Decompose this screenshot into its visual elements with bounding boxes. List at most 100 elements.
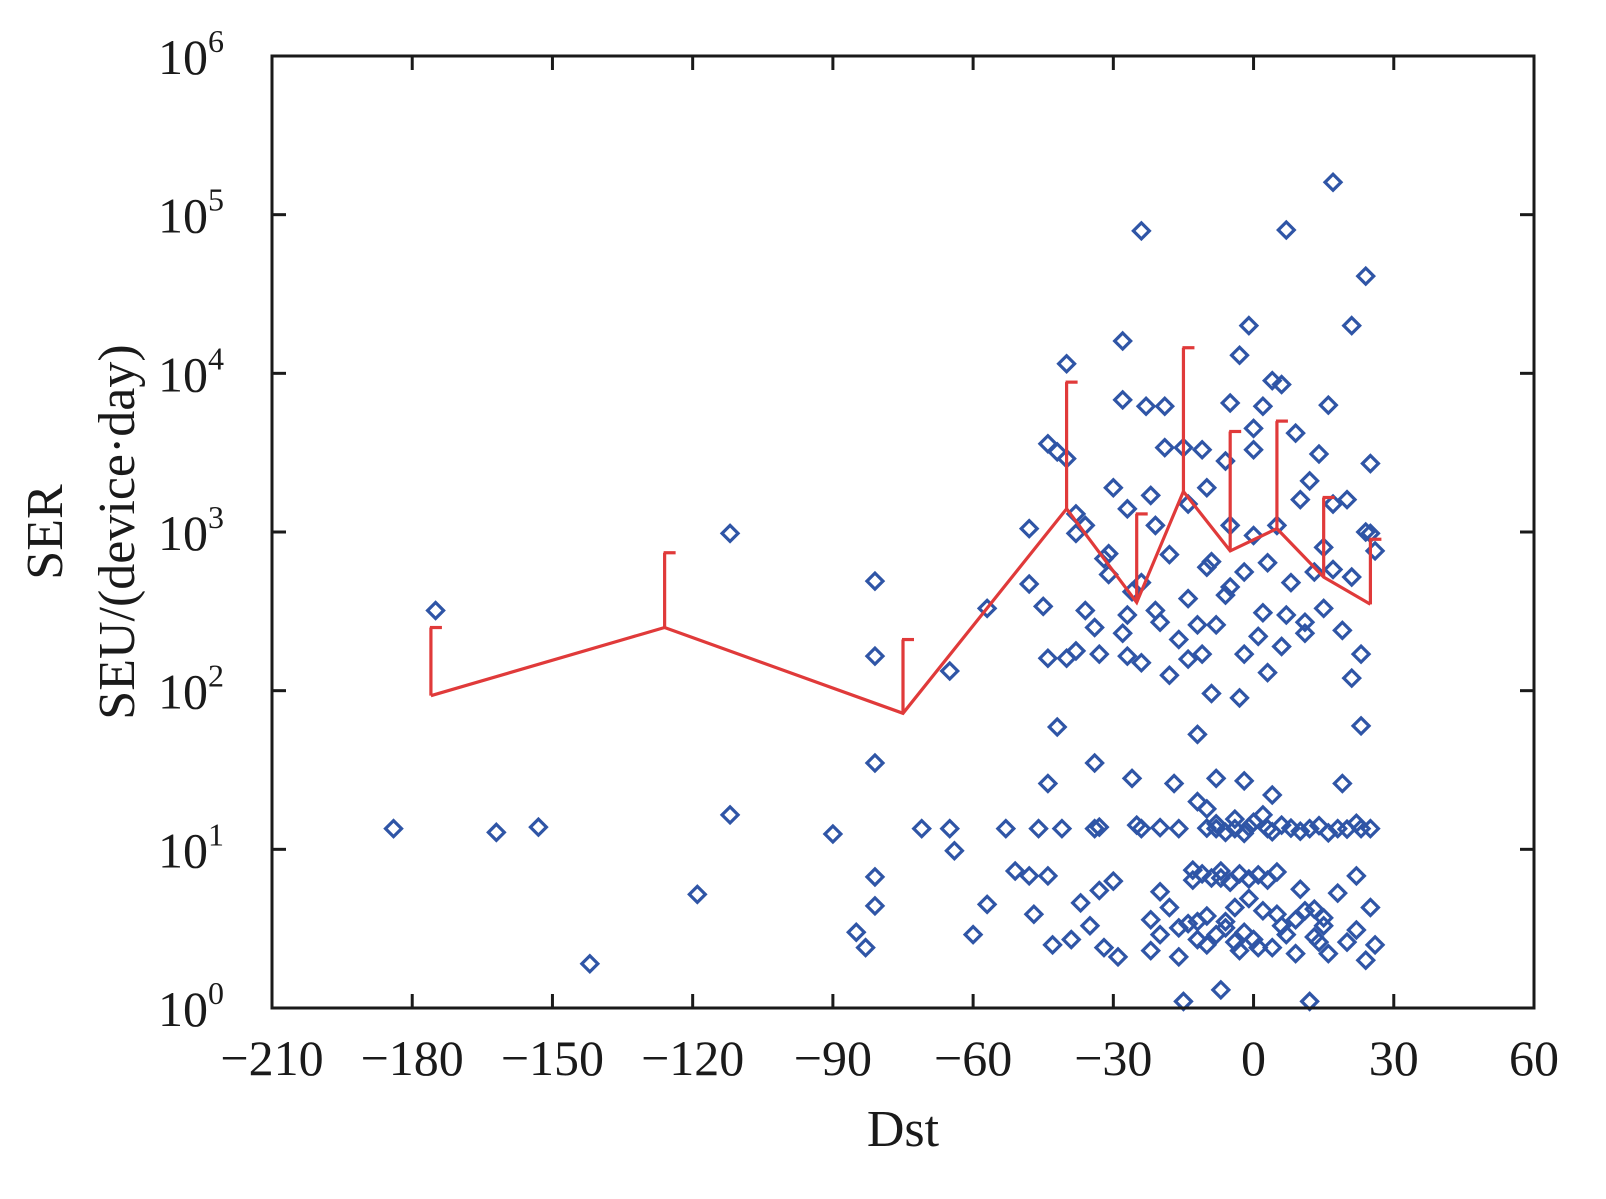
scatter-point <box>1117 498 1138 520</box>
scatter-point <box>1191 439 1213 460</box>
scatter-point <box>1018 518 1040 539</box>
scatter-point <box>1103 870 1124 892</box>
scatter-point <box>1065 640 1087 662</box>
x-tick-label: −60 <box>934 1030 1012 1086</box>
scatter-point <box>1046 716 1068 738</box>
scatter-point <box>1028 818 1049 839</box>
scatter-point <box>1089 816 1110 838</box>
scatter-point <box>1070 892 1091 914</box>
scatter-point <box>1252 804 1274 826</box>
scatter-point <box>1196 905 1218 927</box>
scatter-point <box>1201 683 1222 704</box>
scatter-point <box>1294 623 1316 644</box>
scatter-point <box>1037 773 1059 794</box>
scatter-point <box>1341 667 1362 689</box>
scatter-point <box>1313 915 1334 936</box>
scatter-point <box>1271 814 1292 836</box>
scatter-point <box>1210 979 1232 1001</box>
scatter-point <box>1084 617 1105 638</box>
scatter-point <box>1089 880 1110 901</box>
scatter-point <box>1252 900 1274 922</box>
scatter-point <box>1364 934 1386 956</box>
x-tick-label: −210 <box>220 1030 323 1086</box>
scatter-point <box>1322 493 1344 515</box>
scatter-point <box>1285 943 1306 964</box>
trend-series <box>429 346 1382 716</box>
x-tick-label: −150 <box>501 1030 604 1086</box>
scatter-point <box>1341 315 1362 336</box>
scatter-point <box>1238 868 1260 890</box>
scatter-point <box>1294 611 1316 633</box>
scatter-point <box>976 894 998 915</box>
scatter-point <box>1271 374 1292 395</box>
y-axis-title-line1: SER <box>17 484 74 580</box>
scatter-point <box>864 570 886 592</box>
scatter-point <box>1224 808 1246 830</box>
scatter-point <box>528 816 549 838</box>
scatter-point <box>1168 629 1190 650</box>
scatter-point <box>1177 588 1199 609</box>
scatter-point <box>1023 903 1045 925</box>
scatter-point <box>1205 614 1227 636</box>
scatter-point <box>944 840 965 861</box>
scatter-point <box>1233 770 1255 792</box>
scatter-point <box>1121 768 1143 789</box>
scatter-point <box>1336 489 1358 510</box>
scatter-point <box>995 818 1017 839</box>
scatter-point <box>939 660 961 682</box>
scatter-point <box>1332 773 1353 794</box>
scatter-point <box>1219 576 1241 598</box>
scatter-point <box>1084 818 1105 839</box>
x-tick-label: −120 <box>641 1030 744 1086</box>
y-tick-label: 101 <box>158 816 224 878</box>
scatter-point <box>1276 924 1297 945</box>
scatter-point <box>383 818 404 839</box>
scatter-point <box>1061 929 1082 950</box>
scatter-point <box>1322 559 1344 580</box>
scatter-point <box>1089 643 1110 665</box>
scatter-point <box>864 752 886 774</box>
scatter-point <box>1103 477 1124 499</box>
scatter-point <box>1294 900 1316 922</box>
scatter-point <box>1247 626 1269 647</box>
scatter-point <box>1051 818 1073 839</box>
y-tick-label: 103 <box>158 499 224 561</box>
scatter-point <box>1355 521 1376 543</box>
scatter-point <box>1341 566 1362 588</box>
scatter-point <box>1276 219 1297 241</box>
scatter-point <box>1149 924 1171 945</box>
scatter-point <box>1037 433 1059 454</box>
scatter-point <box>1257 662 1278 683</box>
scatter-point <box>1318 394 1339 416</box>
scatter-point <box>1229 863 1250 885</box>
scatter-point <box>1117 604 1138 626</box>
scatter-point <box>1145 515 1166 536</box>
scatter-point <box>1196 477 1218 499</box>
x-tick-label: 30 <box>1369 1030 1419 1086</box>
scatter-point <box>1182 859 1204 881</box>
scatter-point <box>1159 897 1180 918</box>
scatter-point <box>1140 485 1161 506</box>
scatter-point <box>486 822 507 843</box>
scatter-point <box>1346 812 1367 834</box>
scatter-point <box>1131 818 1152 839</box>
scatter-point <box>976 598 998 619</box>
scatter-point <box>1243 418 1264 439</box>
scatter-point <box>1140 909 1161 930</box>
scatter-point <box>1313 598 1334 619</box>
scatter-point <box>1140 940 1161 961</box>
scatter-point <box>864 895 886 917</box>
scatter-point <box>1261 370 1283 391</box>
scatter-point <box>1196 556 1218 578</box>
scatter-point <box>1243 929 1264 950</box>
scatter-point <box>1112 623 1133 644</box>
y-tick-label: 106 <box>158 23 224 85</box>
scatter-point <box>1177 493 1199 515</box>
scatter-point <box>1187 791 1208 812</box>
scatter-point <box>1285 422 1306 444</box>
scatter-point <box>1205 924 1227 945</box>
scatter-point <box>1168 818 1190 839</box>
scatter-point <box>1290 879 1311 900</box>
scatter-point <box>1257 552 1278 574</box>
